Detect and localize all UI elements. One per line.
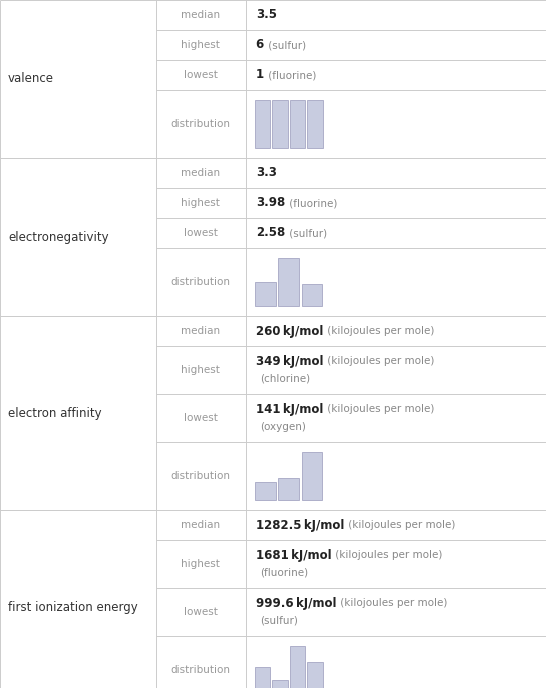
- Text: (oxygen): (oxygen): [260, 422, 306, 431]
- Text: 3.3: 3.3: [256, 166, 277, 180]
- Bar: [255, 100, 270, 148]
- Bar: [290, 100, 305, 148]
- Bar: [272, 100, 288, 148]
- Bar: [307, 662, 323, 688]
- Text: (sulfur): (sulfur): [286, 228, 327, 238]
- Text: 1681 kJ/mol: 1681 kJ/mol: [256, 549, 331, 562]
- Bar: [272, 680, 288, 688]
- Bar: [255, 667, 270, 688]
- Text: 6: 6: [256, 39, 264, 52]
- Text: (sulfur): (sulfur): [265, 40, 306, 50]
- Bar: [255, 282, 276, 306]
- Bar: [278, 258, 299, 306]
- Text: electronegativity: electronegativity: [8, 230, 109, 244]
- Text: distribution: distribution: [171, 277, 230, 287]
- Text: 349 kJ/mol: 349 kJ/mol: [256, 355, 323, 368]
- Text: 2.58: 2.58: [256, 226, 285, 239]
- Bar: [302, 284, 322, 306]
- Bar: [278, 478, 299, 500]
- Text: 1282.5 kJ/mol: 1282.5 kJ/mol: [256, 519, 344, 532]
- Text: distribution: distribution: [171, 665, 230, 675]
- Text: (sulfur): (sulfur): [260, 616, 298, 625]
- Text: lowest: lowest: [183, 70, 218, 80]
- Text: 1: 1: [256, 69, 264, 81]
- Text: (kilojoules per mole): (kilojoules per mole): [324, 326, 435, 336]
- Text: highest: highest: [181, 365, 220, 375]
- Text: electron affinity: electron affinity: [8, 407, 102, 420]
- Text: 3.98: 3.98: [256, 197, 285, 210]
- Text: lowest: lowest: [183, 413, 218, 423]
- Text: 260 kJ/mol: 260 kJ/mol: [256, 325, 323, 338]
- Text: highest: highest: [181, 40, 220, 50]
- Text: (fluorine): (fluorine): [286, 198, 337, 208]
- Bar: [255, 482, 276, 500]
- Text: highest: highest: [181, 198, 220, 208]
- Text: (chlorine): (chlorine): [260, 374, 310, 384]
- Text: highest: highest: [181, 559, 220, 569]
- Text: lowest: lowest: [183, 228, 218, 238]
- Text: (kilojoules per mole): (kilojoules per mole): [333, 550, 443, 560]
- Text: valence: valence: [8, 72, 54, 85]
- Text: (fluorine): (fluorine): [265, 70, 316, 80]
- Text: median: median: [181, 520, 220, 530]
- Bar: [302, 452, 322, 500]
- Text: (kilojoules per mole): (kilojoules per mole): [345, 520, 455, 530]
- Text: 141 kJ/mol: 141 kJ/mol: [256, 403, 323, 416]
- Text: (kilojoules per mole): (kilojoules per mole): [337, 599, 448, 608]
- Text: median: median: [181, 326, 220, 336]
- Text: first ionization energy: first ionization energy: [8, 601, 138, 614]
- Text: distribution: distribution: [171, 471, 230, 481]
- Text: lowest: lowest: [183, 607, 218, 617]
- Text: (kilojoules per mole): (kilojoules per mole): [324, 356, 435, 366]
- Bar: [290, 646, 305, 688]
- Text: distribution: distribution: [171, 119, 230, 129]
- Text: median: median: [181, 10, 220, 20]
- Text: 3.5: 3.5: [256, 8, 277, 21]
- Bar: [307, 100, 323, 148]
- Text: (kilojoules per mole): (kilojoules per mole): [324, 405, 435, 414]
- Text: 999.6 kJ/mol: 999.6 kJ/mol: [256, 597, 336, 610]
- Text: median: median: [181, 168, 220, 178]
- Text: (fluorine): (fluorine): [260, 568, 308, 578]
